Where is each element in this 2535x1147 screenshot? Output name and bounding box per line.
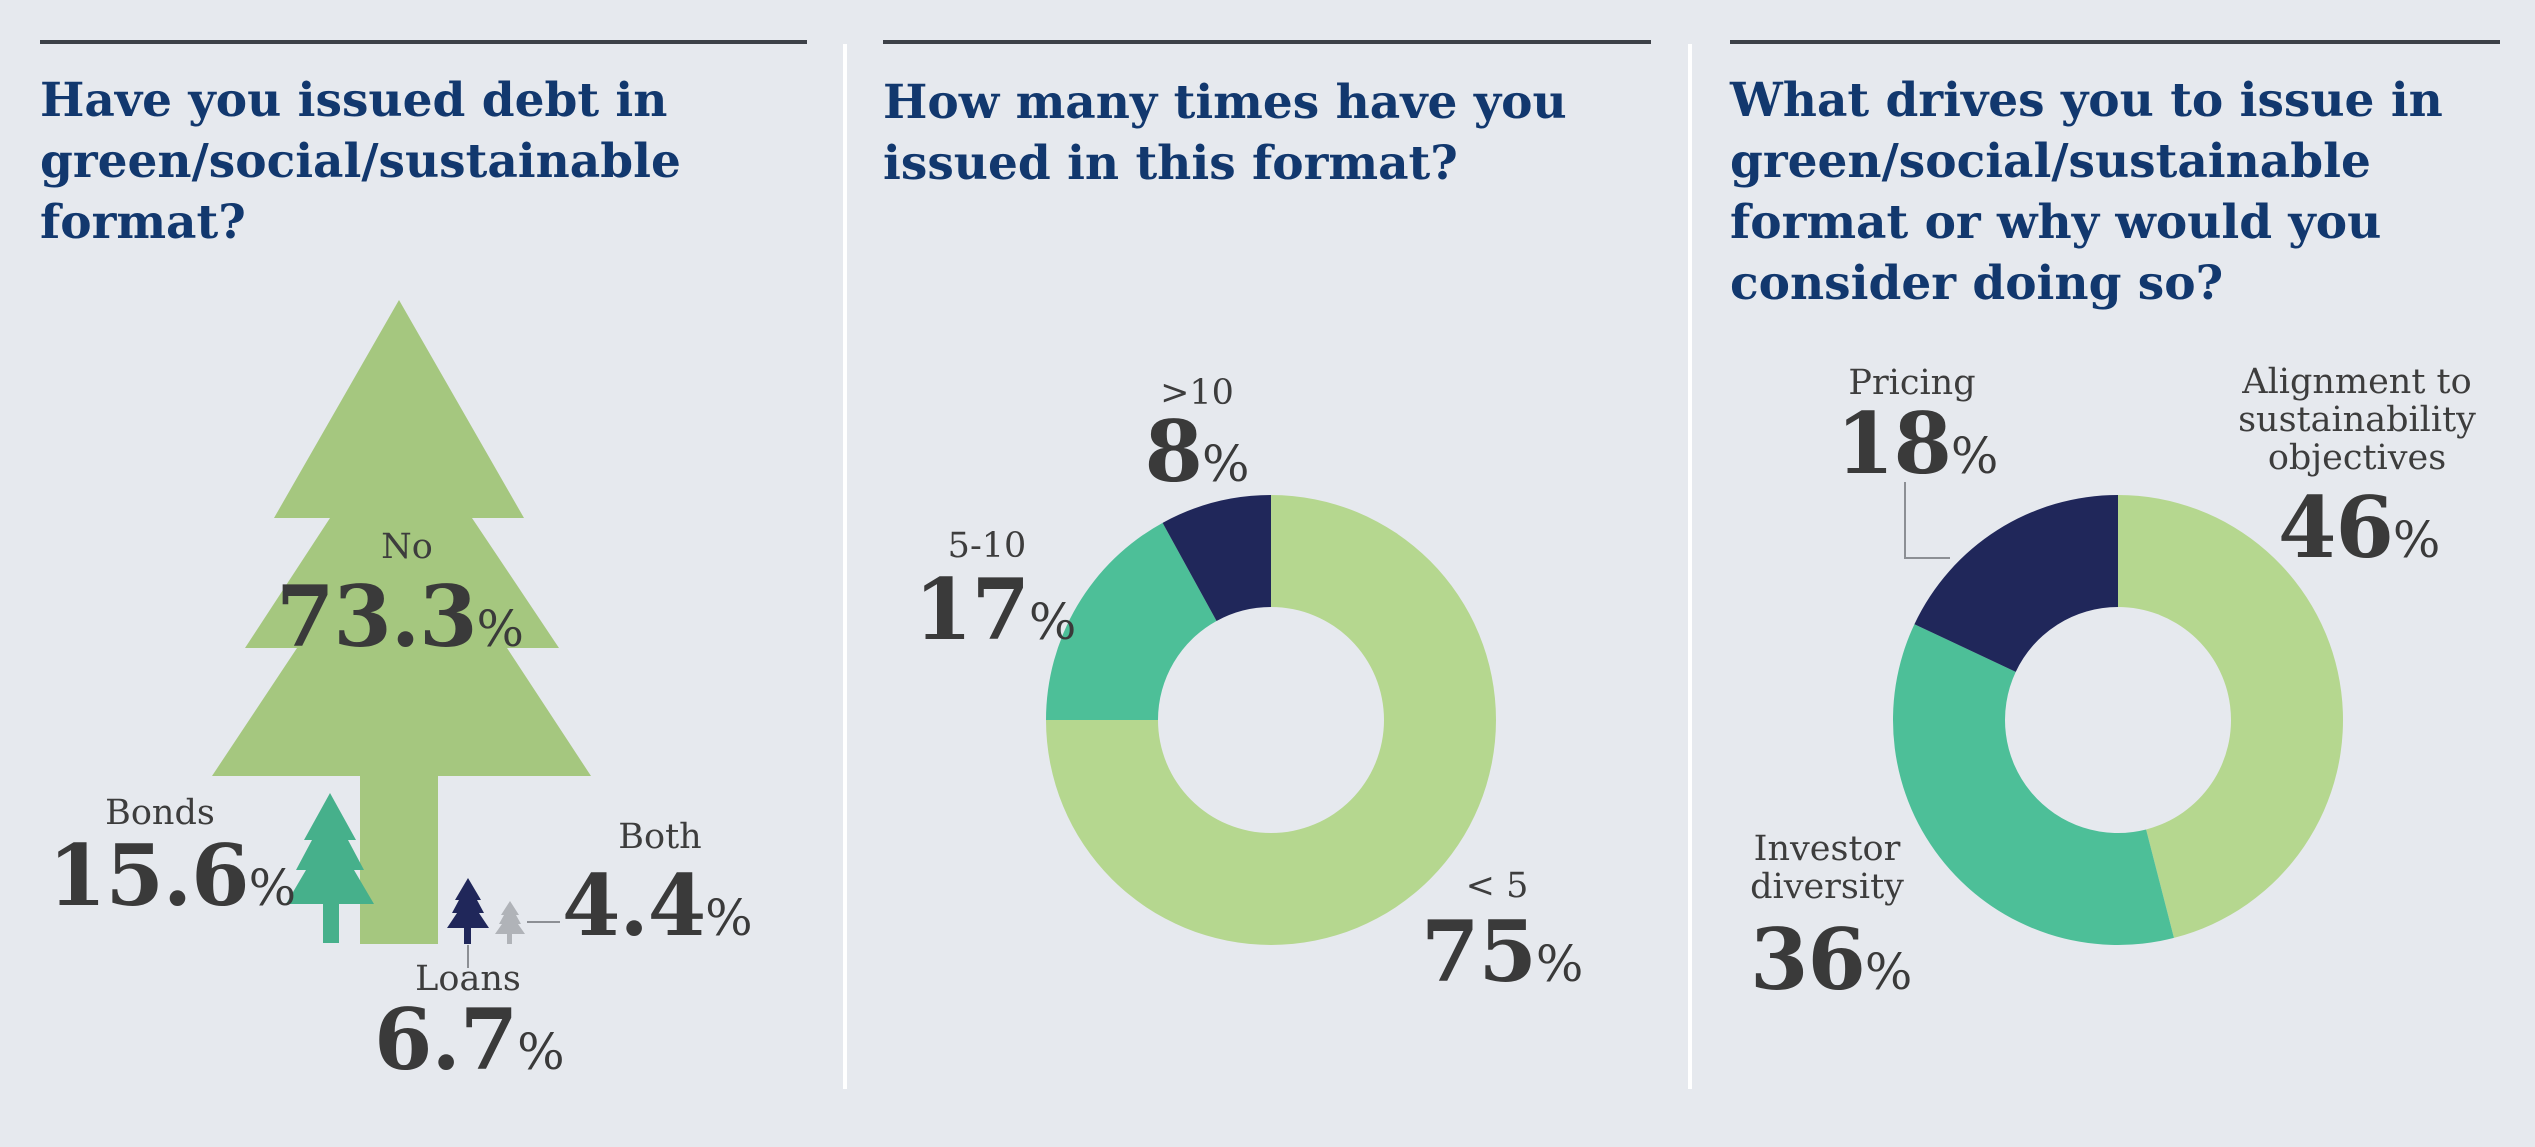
slice-investor-diversity: [1893, 624, 2174, 946]
value-pricing-unit: %: [1950, 427, 1999, 485]
label-lt5: < 5: [1465, 866, 1529, 906]
value-no-unit: %: [476, 600, 525, 658]
value-bonds-number: 15.6: [48, 826, 250, 925]
value-investor-diversity: 36%: [1750, 918, 1912, 1014]
value-gt10-unit: %: [1201, 435, 1250, 493]
panel-1-top-rule: [40, 40, 807, 44]
tree-graphic: [212, 300, 591, 968]
value-alignment-number: 46: [2278, 478, 2394, 577]
donut-chart-drivers: [1893, 482, 2344, 946]
panel-drivers: What drives you to issue in green/social…: [1692, 0, 2535, 1147]
slice-gt10: [1162, 495, 1271, 621]
large-tree-trunk: [360, 774, 438, 944]
slice-5-10: [1046, 522, 1217, 720]
teal-tree-trunk: [323, 900, 339, 943]
label-5-10: 5-10: [947, 526, 1027, 566]
label-loans: Loans: [415, 959, 521, 999]
value-5-10-unit: %: [1028, 593, 1077, 651]
value-gt10-number: 8: [1144, 402, 1203, 501]
value-loans: 6.7%: [374, 998, 565, 1094]
value-gt10: 8%: [1097, 410, 1297, 506]
value-lt5-number: 75: [1421, 902, 1537, 1001]
label-investor-diversity: Investor diversity: [1750, 829, 1904, 907]
label-both: Both: [618, 817, 702, 857]
value-5-10: 17%: [914, 568, 1076, 664]
slice-lt5: [1046, 495, 1496, 945]
grey-tree-trunk: [507, 932, 512, 944]
donut-chart-times: [1046, 495, 1496, 945]
value-loans-unit: %: [517, 1023, 565, 1081]
value-bonds: 15.6%: [48, 834, 296, 930]
value-lt5-unit: %: [1535, 935, 1584, 993]
navy-tree-icon: [447, 878, 489, 944]
value-no: 73.3%: [250, 575, 550, 671]
value-loans-number: 6.7: [374, 990, 518, 1089]
panel-1-title: Have you issued debt in green/social/sus…: [40, 73, 681, 250]
value-alignment: 46%: [2278, 486, 2440, 582]
slice-alignment: [2118, 495, 2344, 938]
value-alignment-unit: %: [2392, 511, 2441, 569]
label-pricing: Pricing: [1848, 363, 1976, 403]
panel-times-issued: How many times have you issued in this f…: [847, 0, 1690, 1147]
divider-1: [843, 44, 847, 1089]
grey-tree-icon: [495, 901, 525, 944]
panel-3-top-rule: [1730, 40, 2500, 44]
panel-issued-debt: Have you issued debt in green/social/sus…: [0, 0, 845, 1147]
divider-2: [1688, 44, 1692, 1089]
label-alignment: Alignment to sustainability objectives: [2238, 362, 2476, 478]
large-tree-icon: [212, 300, 591, 944]
teal-tree-icon: [286, 793, 374, 943]
value-investor-diversity-number: 36: [1750, 910, 1866, 1009]
large-tree-crown: [212, 300, 591, 776]
value-5-10-number: 17: [914, 560, 1030, 659]
value-investor-diversity-unit: %: [1864, 943, 1913, 1001]
label-gt10: >10: [1160, 373, 1234, 413]
value-lt5: 75%: [1421, 910, 1583, 1006]
value-both: 4.4%: [562, 864, 753, 960]
value-bonds-unit: %: [248, 859, 297, 917]
panel-2-top-rule: [883, 40, 1651, 44]
label-bonds: Bonds: [105, 793, 215, 833]
value-both-unit: %: [705, 889, 753, 947]
value-both-number: 4.4: [562, 856, 706, 955]
navy-tree-trunk: [464, 926, 471, 944]
teal-tree-crown: [286, 793, 374, 904]
pricing-leader-line: [1904, 482, 1950, 559]
value-no-number: 73.3: [275, 567, 478, 666]
grey-tree-crown: [495, 901, 525, 934]
label-no: No: [381, 527, 433, 567]
navy-tree-crown: [447, 878, 489, 928]
panel-3-title: What drives you to issue in green/social…: [1730, 73, 2443, 311]
value-pricing-number: 18: [1836, 394, 1952, 493]
slice-pricing: [1914, 495, 2118, 672]
panel-2-title: How many times have you issued in this f…: [883, 75, 1567, 191]
value-pricing: 18%: [1836, 402, 1998, 498]
